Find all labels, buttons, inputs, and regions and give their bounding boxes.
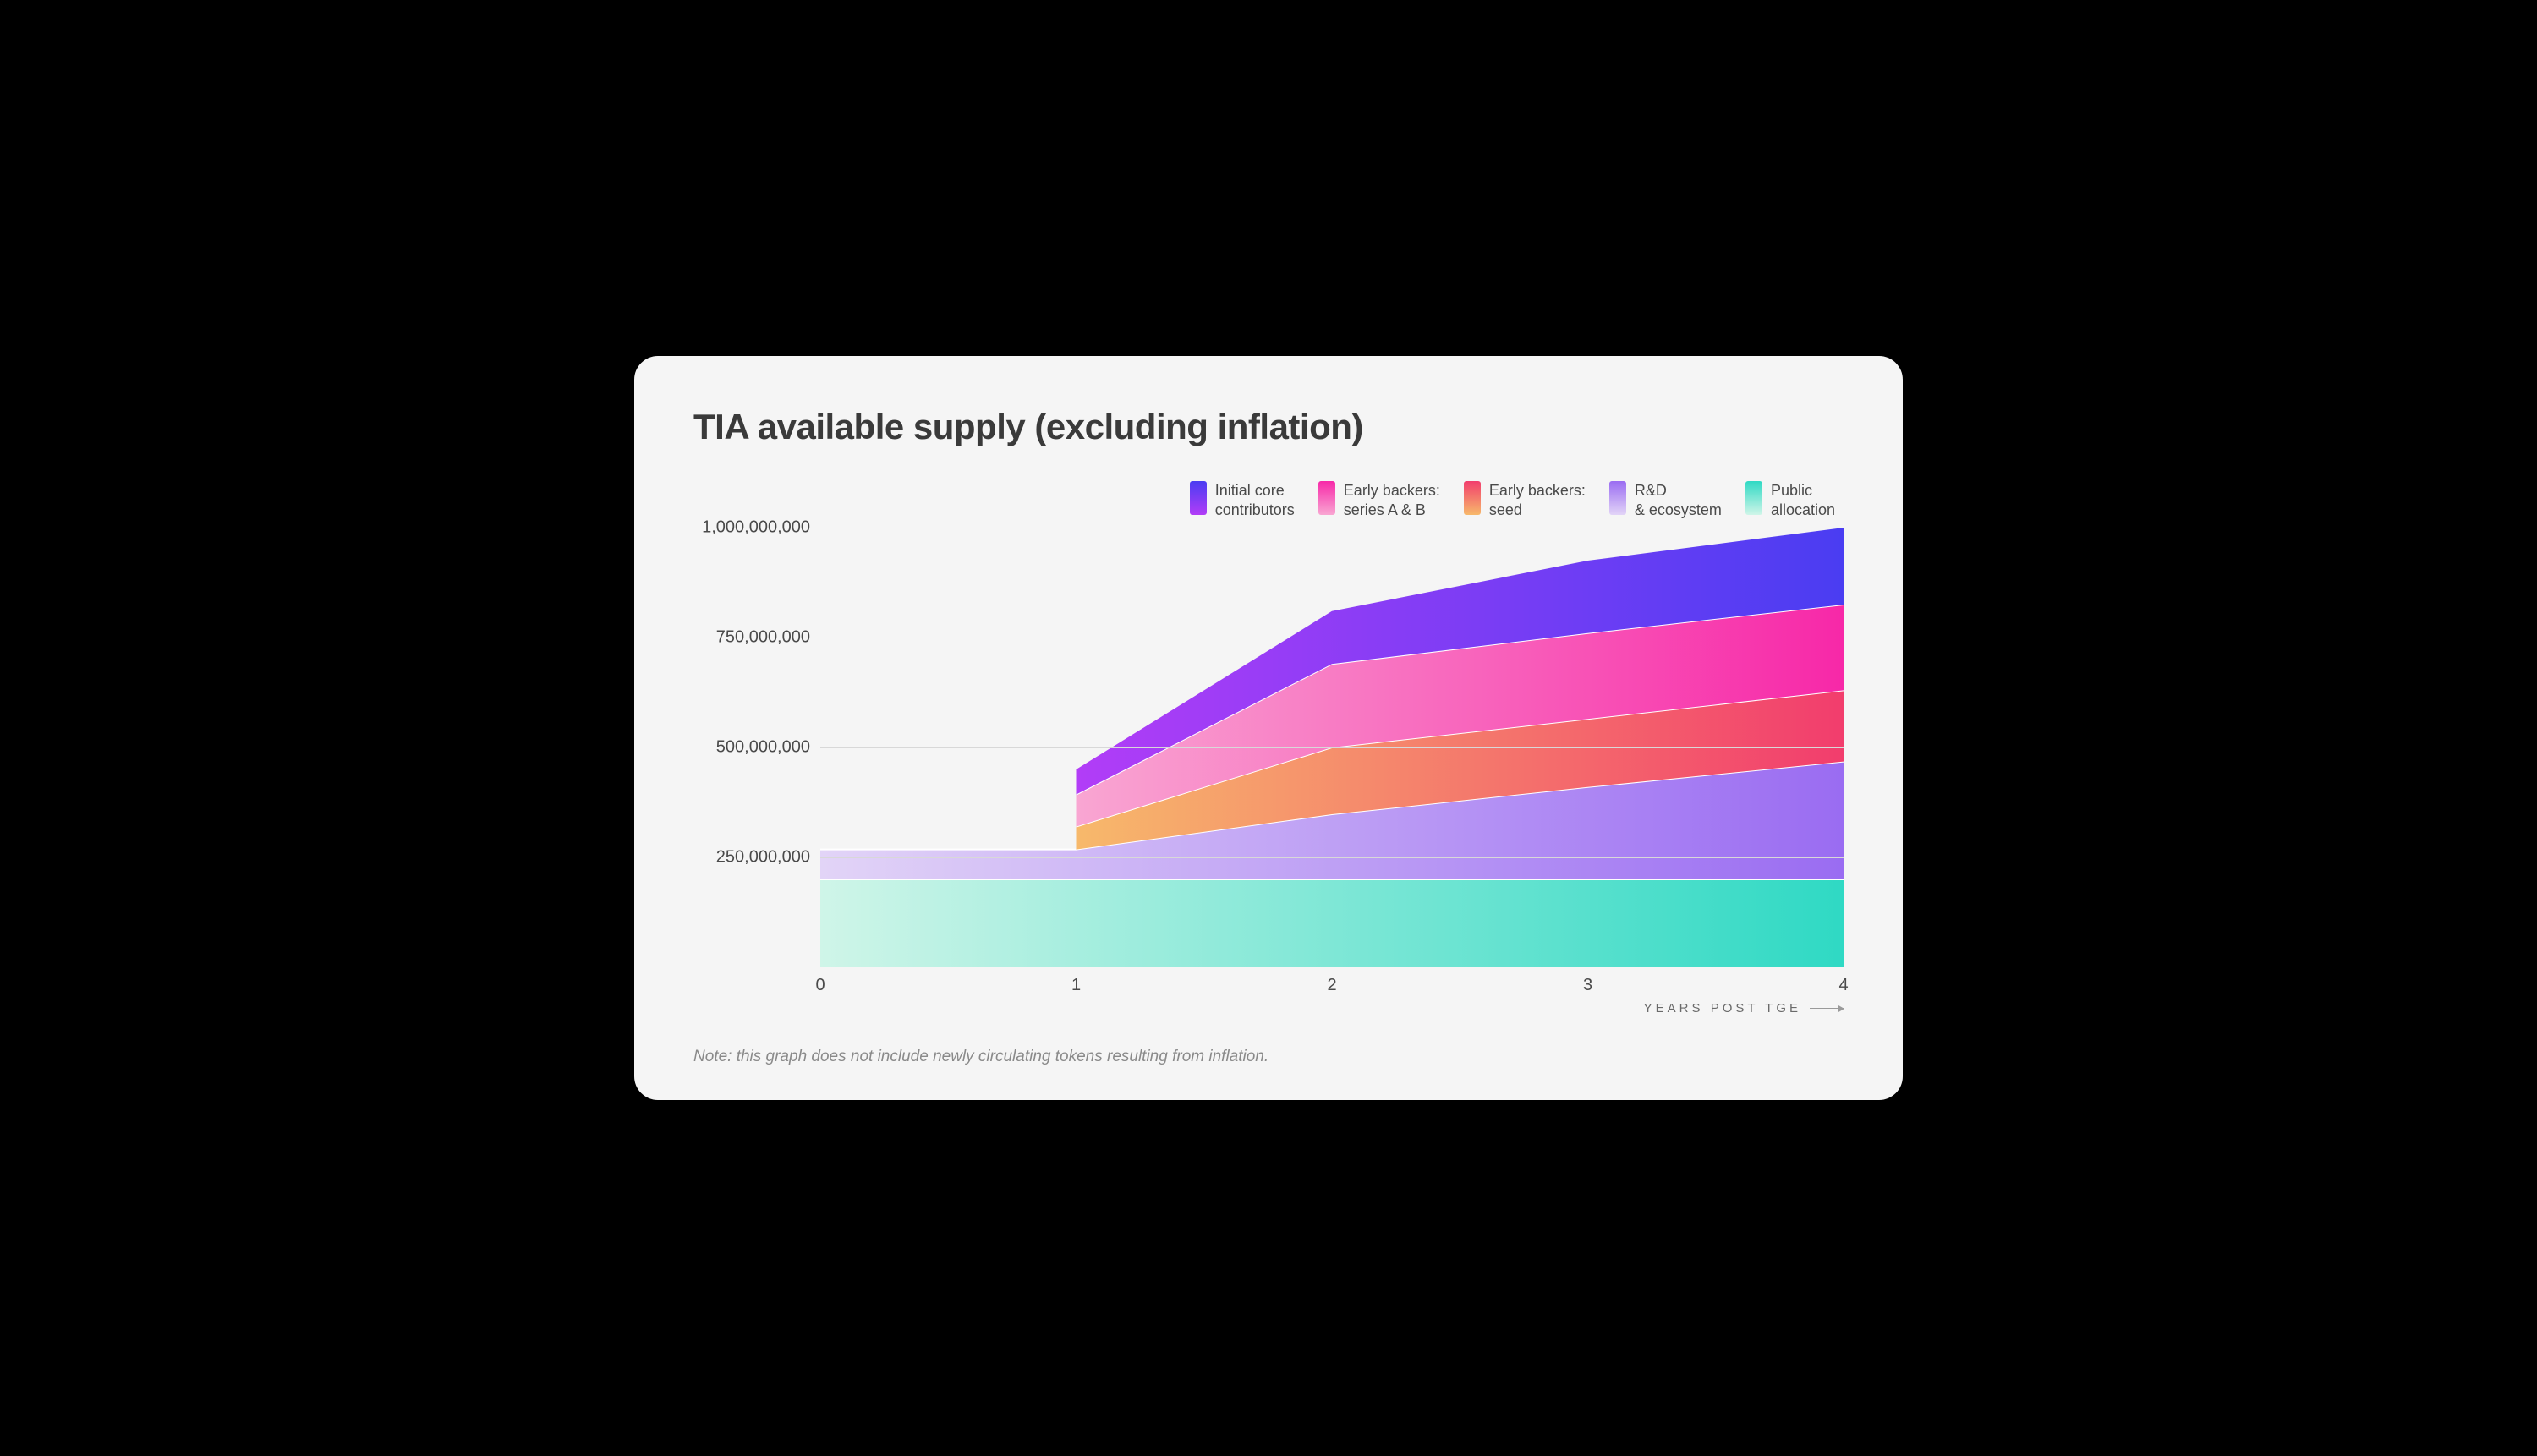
- y-axis: 250,000,000500,000,000750,000,0001,000,0…: [693, 528, 820, 967]
- x-tick-label: 3: [1583, 976, 1592, 995]
- y-tick-label: 750,000,000: [716, 628, 810, 648]
- legend-label: Early backers:seed: [1489, 481, 1586, 519]
- chart-card: TIA available supply (excluding inflatio…: [634, 356, 1903, 1100]
- legend-swatch: [1609, 481, 1626, 515]
- legend-item: Initial corecontributors: [1190, 481, 1295, 519]
- legend-item: R&D& ecosystem: [1609, 481, 1722, 519]
- plot-area: [820, 528, 1844, 967]
- x-tick-label: 4: [1838, 976, 1848, 995]
- legend-label: Publicallocation: [1771, 481, 1835, 519]
- x-axis-title-text: YEARS POST TGE: [1644, 1001, 1801, 1015]
- legend-label: Early backers:series A & B: [1344, 481, 1440, 519]
- chart-area: 250,000,000500,000,000750,000,0001,000,0…: [693, 528, 1844, 967]
- x-axis: YEARS POST TGE 01234: [820, 967, 1844, 1001]
- chart-title: TIA available supply (excluding inflatio…: [693, 407, 1844, 447]
- legend-swatch: [1745, 481, 1762, 515]
- x-tick-label: 0: [815, 976, 825, 995]
- legend-swatch: [1190, 481, 1207, 515]
- x-tick-label: 1: [1071, 976, 1081, 995]
- gridline: [820, 747, 1844, 748]
- x-tick-label: 2: [1327, 976, 1336, 995]
- legend-swatch: [1318, 481, 1335, 515]
- legend-label: R&D& ecosystem: [1635, 481, 1722, 519]
- area-series: [820, 879, 1844, 967]
- arrow-right-icon: [1810, 1008, 1844, 1009]
- legend-label: Initial corecontributors: [1215, 481, 1295, 519]
- x-axis-title: YEARS POST TGE: [1644, 1001, 1844, 1015]
- legend: Initial corecontributors Early backers:se…: [693, 481, 1844, 519]
- chart-note: Note: this graph does not include newly …: [693, 1048, 1844, 1066]
- y-tick-label: 1,000,000,000: [702, 518, 810, 538]
- y-tick-label: 250,000,000: [716, 848, 810, 868]
- legend-item: Early backers:seed: [1464, 481, 1586, 519]
- legend-swatch: [1464, 481, 1481, 515]
- legend-item: Publicallocation: [1745, 481, 1835, 519]
- gridline: [820, 857, 1844, 858]
- y-tick-label: 500,000,000: [716, 738, 810, 758]
- legend-item: Early backers:series A & B: [1318, 481, 1440, 519]
